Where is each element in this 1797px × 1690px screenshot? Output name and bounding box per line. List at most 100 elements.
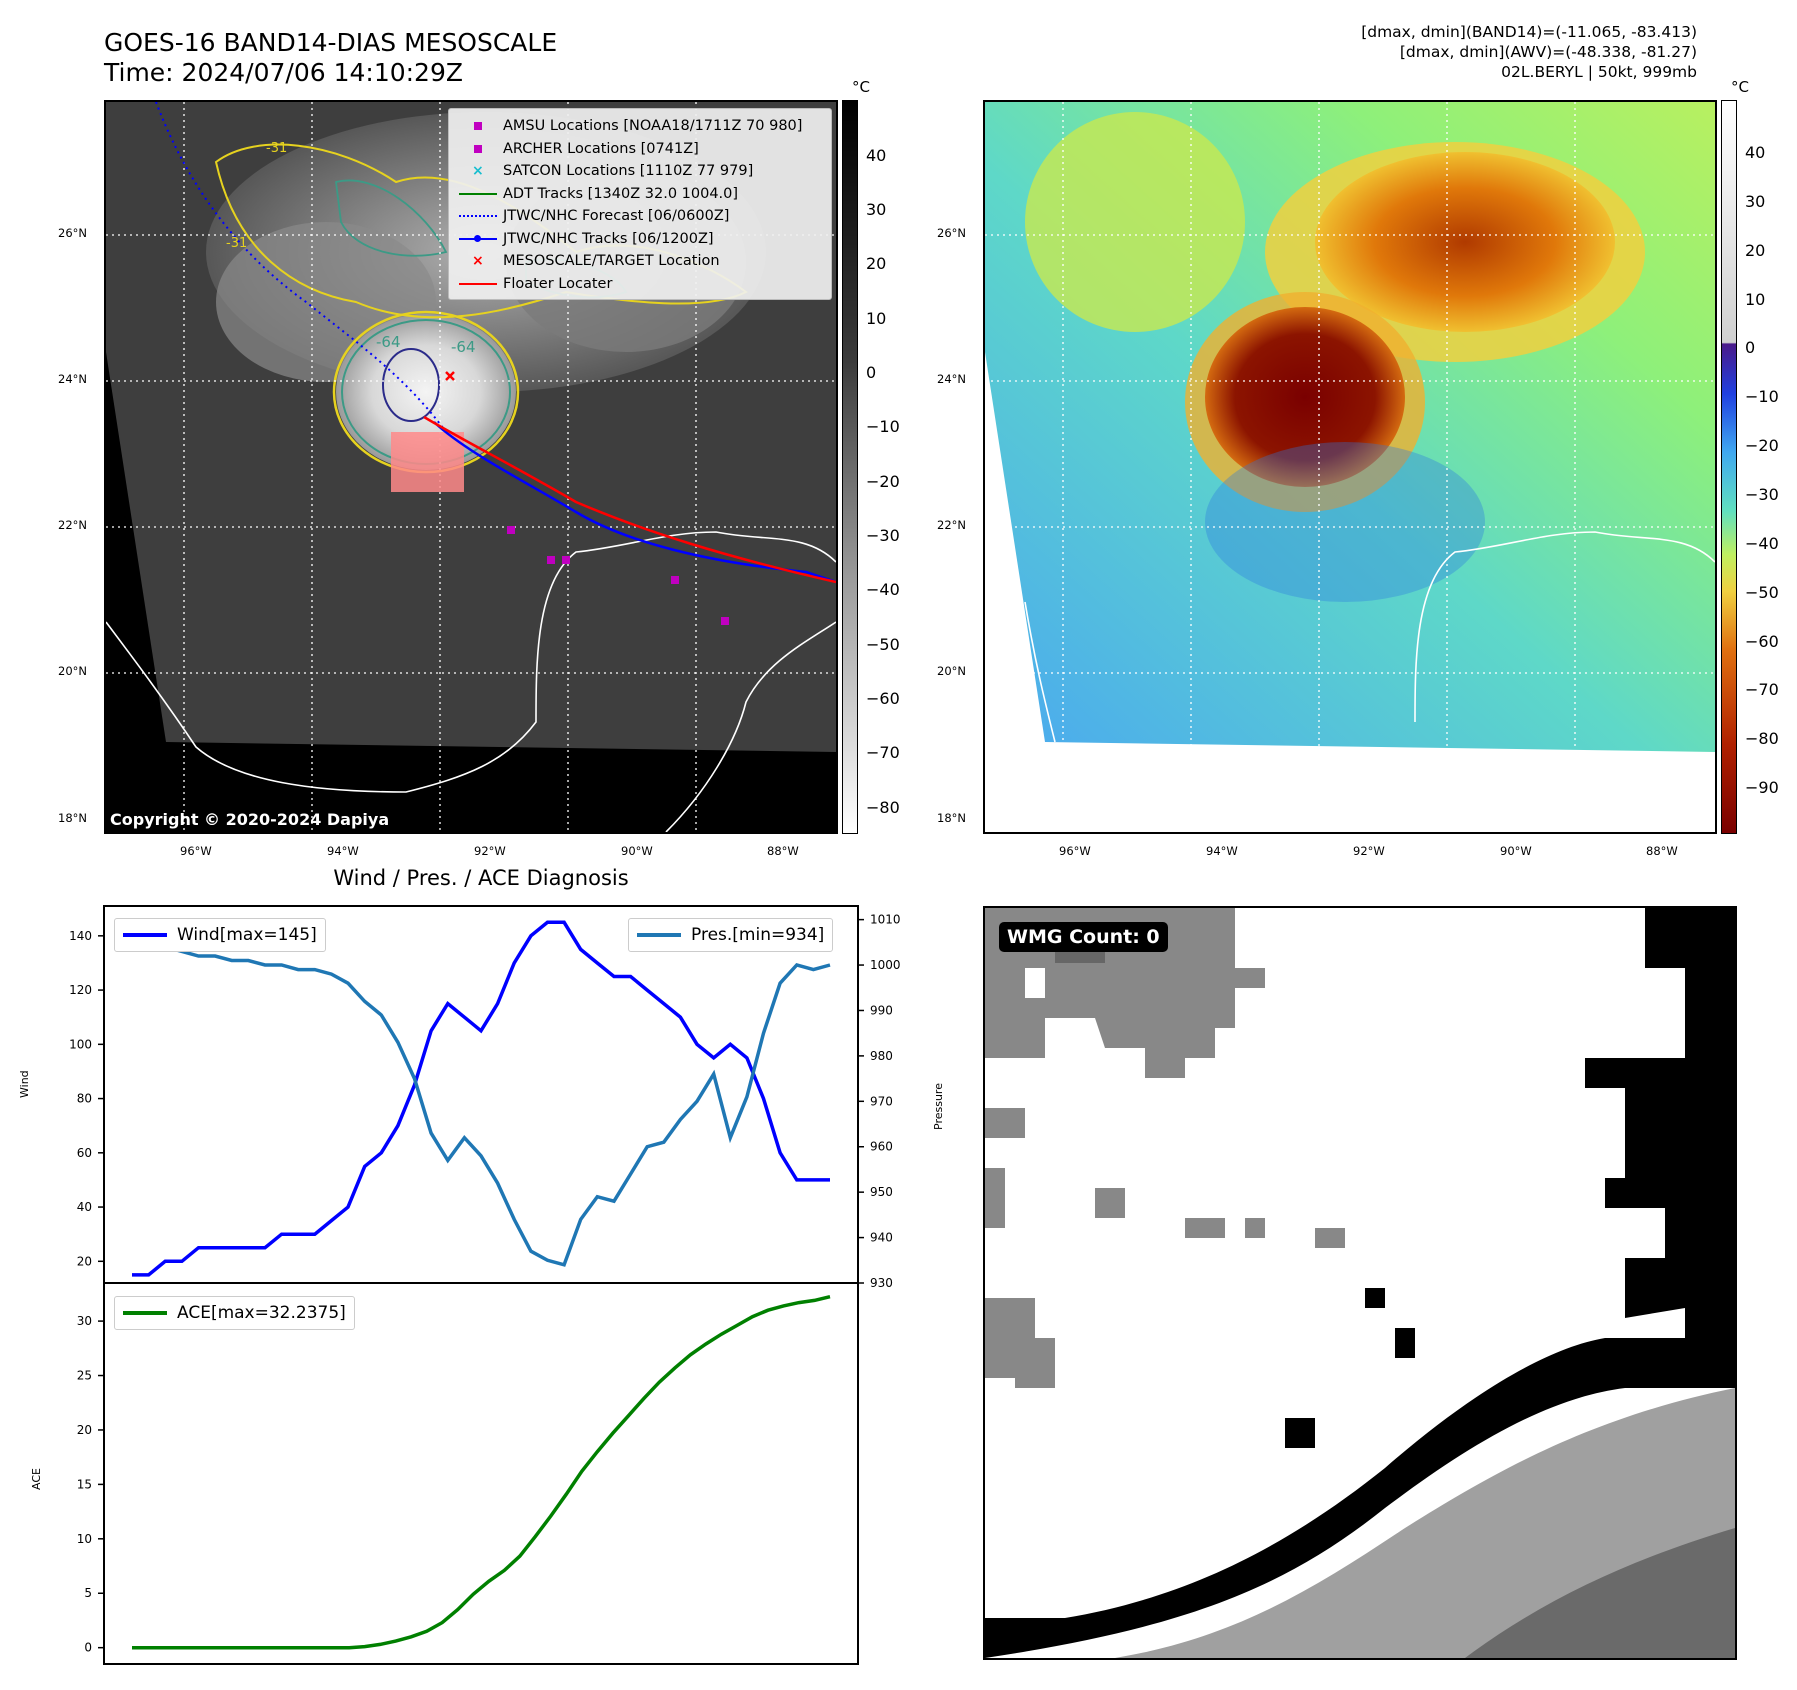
pres-legend-label: Pres.[min=934]	[691, 925, 825, 945]
wind-tick-label: 60	[77, 1146, 92, 1160]
wind-series-line	[132, 920, 830, 1277]
pres-tick-label: 990	[870, 1003, 893, 1017]
copyright-text: Copyright © 2020-2024 Dapiya	[110, 810, 390, 829]
legend-square-marker-icon	[457, 115, 503, 137]
legend-item-amsu: AMSU Locations [NOAA18/1711Z 70 980]	[457, 115, 823, 138]
ir-cb-tick: −40	[866, 580, 900, 599]
pres-legend: Pres.[min=934]	[628, 918, 834, 952]
ir-colorbar-ticks: 40 30 20 10 0 −10 −20 −30 −40 −50 −60 −7…	[866, 0, 906, 1690]
lon-label: 88°W	[767, 844, 799, 858]
wv-cloud-shield	[1315, 152, 1615, 332]
lat-label: 20°N	[58, 664, 87, 678]
legend-line-icon	[457, 183, 503, 205]
wv-colorbar-ticks: 40 30 20 10 0 −10 −20 −30 −40 −50 −60 −7…	[1745, 0, 1795, 1690]
wv-cb-tick: 30	[1745, 192, 1766, 211]
legend-x-marker-icon: ×	[472, 253, 484, 270]
wmg-darkgrey-region	[1465, 1528, 1735, 1658]
legend-item-forecast: JTWC/NHC Forecast [06/0600Z]	[457, 205, 823, 228]
pres-tick-label: 950	[870, 1185, 893, 1199]
ir-cb-tick: −10	[866, 417, 900, 436]
lat-label: 20°N	[937, 664, 966, 678]
ace-tick-label: 30	[77, 1314, 92, 1328]
pres-tick-label: 940	[870, 1231, 893, 1245]
pres-tick-label: 1010	[870, 913, 901, 927]
wv-cb-tick: −80	[1745, 729, 1779, 748]
legend-item-satcon: × SATCON Locations [1110Z 77 979]	[457, 160, 823, 183]
pres-legend-swatch	[637, 933, 681, 937]
lat-label: 26°N	[58, 226, 87, 240]
lon-label: 88°W	[1646, 844, 1678, 858]
pres-tick-label: 960	[870, 1140, 893, 1154]
ir-map-panel: -31 -31 -64 -64 AMSU Locations [NOAA18/1…	[104, 100, 838, 834]
pres-tick-label: 980	[870, 1049, 893, 1063]
ir-contour-purple	[382, 348, 440, 422]
ir-cb-tick: 0	[866, 363, 877, 382]
legend-line-dot-icon	[457, 228, 503, 250]
ace-legend-label: ACE[max=32.2375]	[177, 1303, 346, 1323]
wmg-black-band	[985, 1338, 1735, 1658]
wv-cb-tick: 20	[1745, 241, 1766, 260]
ir-cb-tick: 20	[866, 254, 887, 273]
ir-amsu-markers	[507, 526, 729, 625]
legend-label: SATCON Locations [1110Z 77 979]	[503, 163, 754, 179]
info-dmax-band14: [dmax, dmin](BAND14)=(-11.065, -83.413)	[1361, 23, 1697, 41]
ir-cb-tick: 10	[866, 309, 887, 328]
wv-map-svg	[985, 102, 1715, 832]
ir-cb-tick: 30	[866, 200, 887, 219]
ir-forecast-track	[155, 102, 447, 433]
wind-tick-label: 120	[69, 983, 92, 997]
ir-cb-tick: −80	[866, 798, 900, 817]
legend-label: JTWC/NHC Tracks [06/1200Z]	[503, 230, 714, 247]
lon-label: 90°W	[621, 844, 653, 858]
legend-item-mesoscale: × MESOSCALE/TARGET Location	[457, 250, 823, 273]
legend-label: ADT Tracks [1340Z 32.0 1004.0]	[503, 185, 739, 202]
wmg-panel: WMG Count: 0	[983, 906, 1737, 1660]
legend-label: JTWC/NHC Forecast [06/0600Z]	[503, 208, 730, 224]
legend-dotted-line-icon	[457, 205, 503, 227]
lon-label: 92°W	[474, 844, 506, 858]
ir-contour-label: -31	[226, 236, 247, 251]
wind-legend-label: Wind[max=145]	[177, 925, 317, 945]
ace-tick-label: 5	[84, 1586, 92, 1600]
legend-label: AMSU Locations [NOAA18/1711Z 70 980]	[503, 118, 803, 134]
wv-cb-tick: −40	[1745, 534, 1779, 553]
ace-legend: ACE[max=32.2375]	[114, 1296, 355, 1330]
ir-contour-label: -64	[451, 338, 476, 356]
legend-x-marker-icon: ×	[472, 163, 484, 180]
ir-contour-label: -64	[376, 333, 401, 351]
ace-tick-label: 0	[84, 1641, 92, 1655]
wmg-count-badge: WMG Count: 0	[999, 922, 1168, 952]
ir-floater-track	[423, 415, 836, 584]
ace-axis-label: ACE	[30, 1468, 43, 1490]
pres-series-line	[132, 945, 831, 1267]
ace-plot: 30 25 20 15 10 5 0	[77, 1282, 859, 1665]
pressure-axis-label: Pressure	[932, 1083, 945, 1130]
ir-coastline	[106, 531, 836, 832]
wind-legend-swatch	[123, 933, 167, 937]
info-dmax-awv: [dmax, dmin](AWV)=(-48.338, -81.27)	[1399, 43, 1697, 61]
ir-cb-tick: −70	[866, 743, 900, 762]
wind-tick-label: 80	[77, 1092, 92, 1106]
wv-cb-tick: −50	[1745, 583, 1779, 602]
legend-item-archer: ARCHER Locations [0741Z]	[457, 138, 823, 161]
lat-label: 24°N	[937, 372, 966, 386]
lat-label: 22°N	[58, 518, 87, 532]
lon-label: 92°W	[1353, 844, 1385, 858]
legend-square-marker-icon	[457, 138, 503, 160]
ir-cb-tick: 40	[866, 146, 887, 165]
ir-legend: AMSU Locations [NOAA18/1711Z 70 980] ARC…	[448, 108, 832, 300]
wv-cb-tick: −10	[1745, 387, 1779, 406]
lat-label: 18°N	[58, 811, 87, 825]
figure-title-line1: GOES-16 BAND14-DIAS MESOSCALE	[104, 28, 558, 57]
lon-label: 90°W	[1500, 844, 1532, 858]
wind-legend: Wind[max=145]	[114, 918, 326, 952]
legend-label: ARCHER Locations [0741Z]	[503, 140, 699, 157]
wmg-black-region	[1585, 908, 1735, 1338]
legend-line-icon	[457, 273, 503, 295]
legend-label: Floater Locater	[503, 275, 613, 292]
wv-cb-tick: −20	[1745, 436, 1779, 455]
wind-tick-label: 140	[69, 929, 92, 943]
lon-label: 94°W	[327, 844, 359, 858]
ir-cb-tick: −50	[866, 635, 900, 654]
